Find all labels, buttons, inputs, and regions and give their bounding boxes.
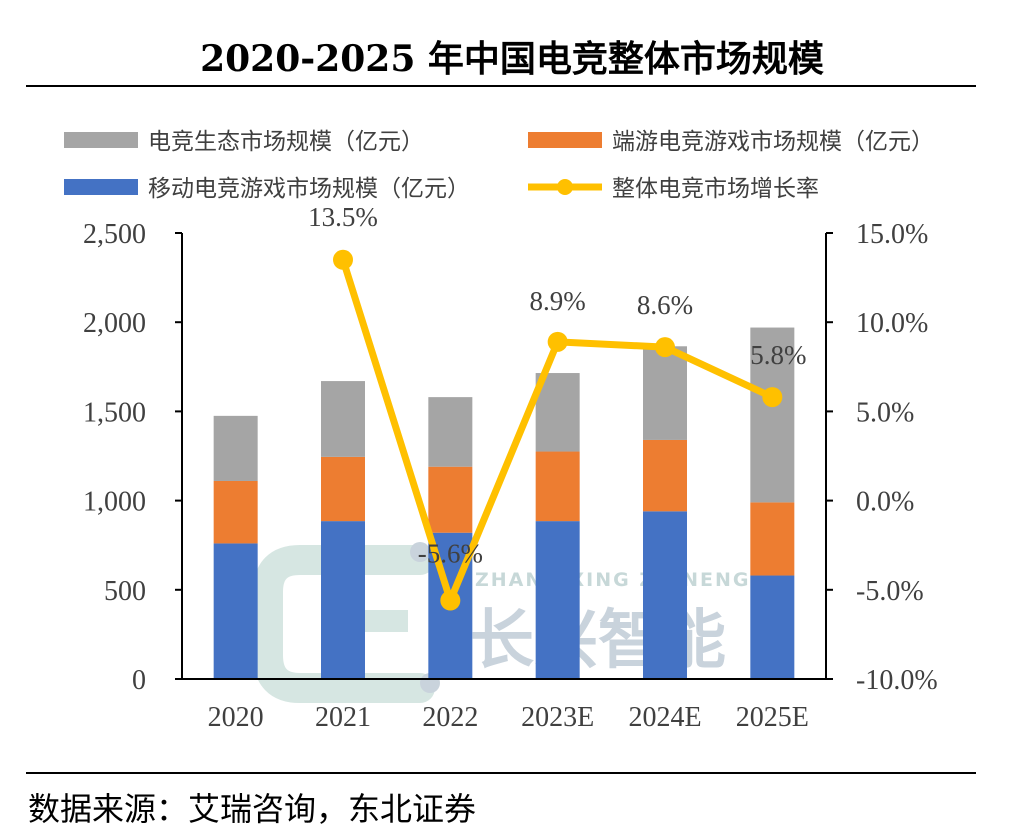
legend-swatch-mobile xyxy=(64,179,138,195)
growth-point-2021 xyxy=(333,249,353,270)
bar-ecosystem-2021 xyxy=(321,381,365,457)
legend-label-ecosystem: 电竞生态市场规模（亿元） xyxy=(148,129,424,155)
legend-swatch-ecosystem xyxy=(64,132,138,148)
y-left-tick-label: 0 xyxy=(132,665,146,696)
bars-layer xyxy=(213,327,795,679)
source-note: 数据来源：艾瑞咨询，东北证券 xyxy=(28,790,477,828)
growth-data-label: 8.9% xyxy=(530,286,586,316)
x-tick-label: 2021 xyxy=(315,702,371,733)
source-divider xyxy=(26,772,976,774)
legend-label-growth: 整体电竞市场增长率 xyxy=(612,176,819,202)
bar-client-2021 xyxy=(321,456,365,522)
x-tick-label: 2022 xyxy=(422,702,478,733)
legend-marker-growth xyxy=(557,179,573,195)
bar-mobile-2025E xyxy=(750,575,795,679)
y-right-tick-label: 0.0% xyxy=(856,487,914,518)
y-left-tick-label: 2,500 xyxy=(83,219,146,250)
legend-swatch-client xyxy=(528,132,602,148)
axes-layer: 0 500 1,000 1,500 2,000 2,500 -10.0% -5.0% 0.0% 5… xyxy=(83,219,938,733)
growth-data-label: 5.8% xyxy=(750,340,806,370)
bar-ecosystem-2025E xyxy=(750,327,795,503)
x-tick-label: 2025E xyxy=(736,702,809,733)
bar-ecosystem-2020 xyxy=(213,415,258,481)
bar-client-2022 xyxy=(428,466,473,533)
y-left-tick-label: 500 xyxy=(104,576,146,607)
bar-mobile-2021 xyxy=(321,521,365,679)
growth-point-2023E xyxy=(547,331,568,352)
x-tick-label: 2024E xyxy=(628,702,701,733)
legend: 电竞生态市场规模（亿元） 端游电竞游戏市场规模（亿元） 移动电竞游戏市场规模（亿… xyxy=(64,129,934,202)
bar-mobile-2024E xyxy=(643,511,687,679)
growth-data-label: 8.6% xyxy=(637,290,693,320)
bar-ecosystem-2024E xyxy=(643,346,687,440)
y-right-tick-label: -10.0% xyxy=(856,665,938,696)
y-right-tick-label: 10.0% xyxy=(856,308,928,339)
bar-client-2020 xyxy=(213,480,258,544)
chart-area: ZHANG XING ZHINENG 长兴智能 电竞生态市场规模（亿元） 端游电… xyxy=(64,129,938,733)
line-layer xyxy=(333,249,783,611)
bar-client-2023E xyxy=(535,451,580,522)
chart-title: 2020-2025 年中国电竞整体市场规模 xyxy=(200,38,824,80)
y-right-tick-label: -5.0% xyxy=(856,576,924,607)
bar-ecosystem-2022 xyxy=(428,397,473,467)
y-right-tick-label: 15.0% xyxy=(856,219,928,250)
labels-layer: 13.5% -5.6% 8.9% 8.6% 5.8% xyxy=(308,202,806,569)
watermark-en: ZHANG XING ZHINENG xyxy=(475,569,750,591)
bar-client-2025E xyxy=(750,502,795,576)
bar-mobile-2020 xyxy=(213,543,258,679)
bar-client-2024E xyxy=(643,439,687,512)
growth-data-label: 13.5% xyxy=(308,202,378,232)
y-left-tick-label: 1,500 xyxy=(83,397,146,428)
growth-data-label: -5.6% xyxy=(418,539,483,569)
watermark-cn: 长兴智能 xyxy=(470,604,726,678)
watermark-logo-icon xyxy=(253,545,435,703)
x-tick-label: 2023E xyxy=(521,702,594,733)
growth-point-2024E xyxy=(655,337,675,358)
y-left-tick-label: 2,000 xyxy=(83,308,146,339)
legend-label-client: 端游电竞游戏市场规模（亿元） xyxy=(612,129,934,155)
y-right-tick-label: 5.0% xyxy=(856,397,914,428)
legend-label-mobile: 移动电竞游戏市场规模（亿元） xyxy=(148,176,470,202)
growth-point-2025E xyxy=(762,387,783,408)
title-divider xyxy=(26,85,976,87)
growth-point-2022 xyxy=(440,590,461,611)
x-tick-label: 2020 xyxy=(208,702,264,733)
bar-mobile-2023E xyxy=(535,521,580,679)
y-left-tick-label: 1,000 xyxy=(83,487,146,518)
